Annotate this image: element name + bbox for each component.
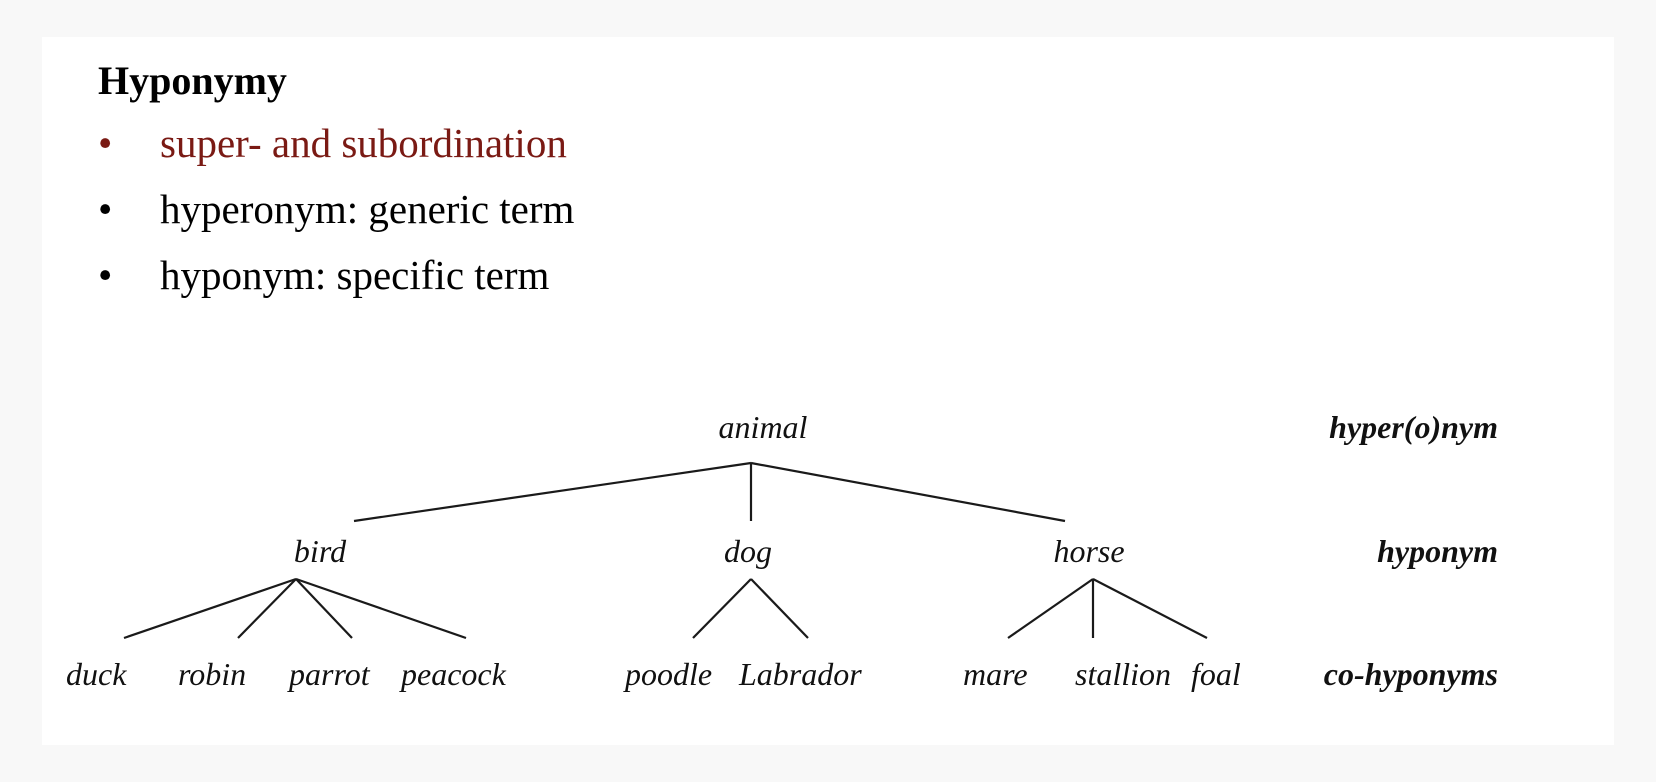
node-foal: foal	[1191, 656, 1241, 692]
slide: Hyponymy • super- and subordination • hy…	[42, 37, 1614, 745]
node-horse: horse	[1053, 533, 1124, 569]
node-peacock: peacock	[399, 656, 507, 692]
node-mare: mare	[963, 656, 1028, 692]
bullet-dot-icon: •	[98, 120, 113, 166]
level-label-hyperonym: hyper(o)nym	[1329, 409, 1498, 445]
bullet-text-3: hyponym: specific term	[160, 252, 550, 298]
slide-title: Hyponymy	[98, 58, 287, 103]
edge-animal-horse	[750, 461, 1066, 523]
edge-horse-foal	[1092, 578, 1208, 639]
node-poodle: poodle	[623, 656, 712, 692]
node-stallion: stallion	[1075, 656, 1171, 692]
bullet-item-3: • hyponym: specific term	[98, 251, 574, 317]
edge-bird-parrot	[295, 578, 353, 639]
hyponymy-tree-diagram: animal bird dog horse duck robin parrot …	[66, 409, 1498, 692]
edge-bird-duck	[123, 577, 297, 640]
level-label-co-hyponyms: co-hyponyms	[1324, 656, 1498, 692]
edge-animal-bird	[353, 461, 752, 523]
edge-bird-peacock	[295, 577, 467, 640]
edge-dog-poodle	[692, 578, 752, 639]
level-label-hyponym: hyponym	[1377, 533, 1498, 569]
bullet-item-2: • hyperonym: generic term	[98, 185, 574, 251]
node-robin: robin	[178, 656, 246, 692]
edge-dog-labrador	[750, 578, 809, 639]
node-labrador: Labrador	[738, 656, 862, 692]
bullet-item-1: • super- and subordination	[98, 119, 574, 185]
node-duck: duck	[66, 656, 127, 692]
bullet-text-2: hyperonym: generic term	[160, 186, 575, 232]
bullet-list: • super- and subordination • hyperonym: …	[98, 119, 574, 317]
node-parrot: parrot	[287, 656, 371, 692]
bullet-dot-icon: •	[98, 186, 113, 232]
node-animal: animal	[719, 409, 808, 445]
node-dog: dog	[724, 533, 772, 569]
bullet-dot-icon: •	[98, 252, 113, 298]
edge-bird-robin	[237, 578, 297, 639]
bullet-text-1: super- and subordination	[160, 120, 567, 166]
node-bird: bird	[294, 533, 347, 569]
edge-horse-mare	[1007, 578, 1094, 639]
